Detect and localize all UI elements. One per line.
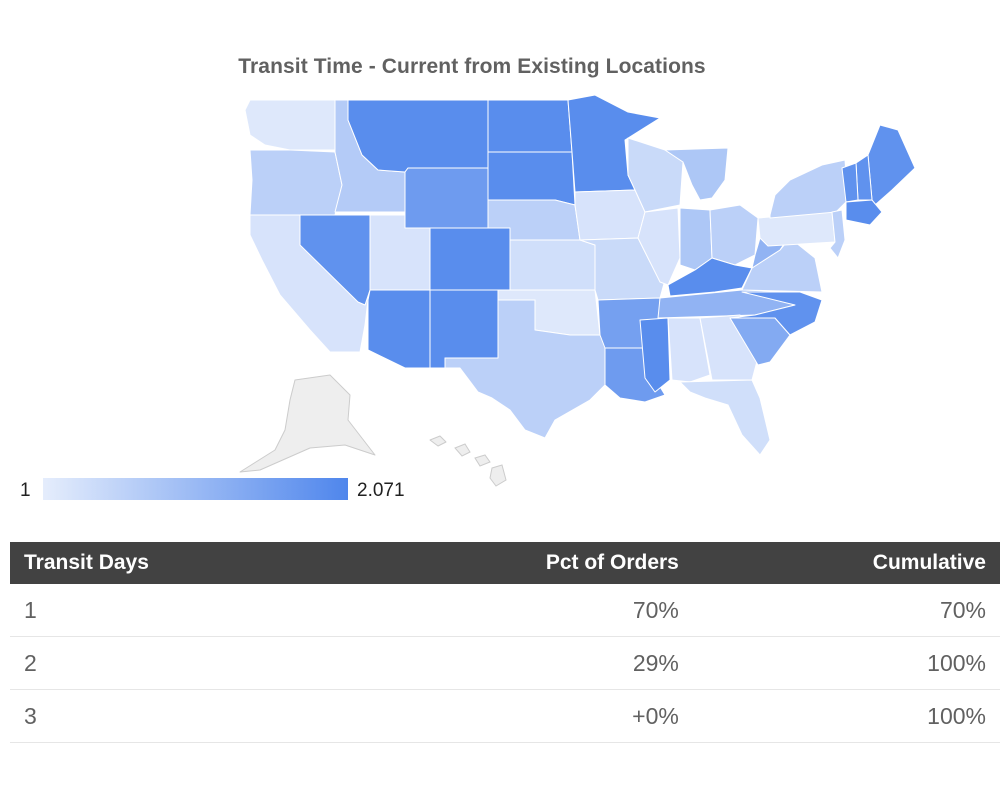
state-ny[interactable] bbox=[769, 159, 849, 219]
pct-of-orders-cell: 29% bbox=[342, 636, 693, 690]
cumulative-cell: 100% bbox=[692, 636, 1000, 690]
state-wa[interactable] bbox=[244, 99, 336, 151]
state-mn[interactable] bbox=[567, 94, 661, 193]
us-choropleth-map bbox=[239, 94, 916, 487]
state-sd[interactable] bbox=[487, 151, 576, 206]
state-hi[interactable] bbox=[429, 435, 447, 447]
column-header-cumulative[interactable]: Cumulative bbox=[692, 542, 1000, 584]
legend-min-label: 1 bbox=[20, 480, 31, 501]
states-layer bbox=[239, 94, 916, 487]
state-vt[interactable] bbox=[841, 162, 859, 203]
state-oh[interactable] bbox=[709, 204, 759, 266]
legend-gradient-bar bbox=[43, 478, 348, 500]
state-in[interactable] bbox=[679, 207, 713, 271]
state-ak[interactable] bbox=[239, 374, 376, 473]
pct-of-orders-cell: +0% bbox=[342, 689, 693, 743]
state-co[interactable] bbox=[429, 227, 511, 291]
state-il[interactable] bbox=[637, 207, 681, 286]
transit-days-cell: 2 bbox=[10, 636, 343, 690]
state-az[interactable] bbox=[367, 289, 431, 369]
state-nj[interactable] bbox=[829, 209, 846, 259]
state-fl[interactable] bbox=[679, 379, 771, 456]
state-nc[interactable] bbox=[729, 291, 823, 336]
state-hi-island-3[interactable] bbox=[474, 454, 491, 467]
table-row: 3 +0% 100% bbox=[10, 689, 1000, 743]
legend-max-label: 2.071 bbox=[357, 480, 405, 501]
state-ia[interactable] bbox=[574, 189, 646, 241]
state-hi-island-2[interactable] bbox=[454, 443, 471, 457]
table-row: 2 29% 100% bbox=[10, 636, 1000, 690]
table-row: 1 70% 70% bbox=[10, 584, 1000, 637]
state-mi[interactable] bbox=[664, 147, 729, 201]
state-mt[interactable] bbox=[347, 99, 489, 173]
column-header-transit-days[interactable]: Transit Days bbox=[10, 542, 343, 584]
cumulative-cell: 70% bbox=[692, 584, 1000, 637]
state-nm[interactable] bbox=[429, 289, 499, 369]
pct-of-orders-cell: 70% bbox=[342, 584, 693, 637]
state-ma[interactable] bbox=[845, 199, 883, 226]
state-me[interactable] bbox=[867, 124, 916, 206]
transit-days-table: Transit Days Pct of Orders Cumulative 1 … bbox=[10, 542, 1000, 743]
state-wy[interactable] bbox=[404, 167, 489, 229]
state-nd[interactable] bbox=[487, 99, 573, 153]
table-header-row: Transit Days Pct of Orders Cumulative bbox=[10, 542, 1000, 584]
transit-days-cell: 3 bbox=[10, 689, 343, 743]
map-title: Transit Time - Current from Existing Loc… bbox=[238, 55, 706, 78]
state-hi-island-4[interactable] bbox=[489, 464, 507, 487]
cumulative-cell: 100% bbox=[692, 689, 1000, 743]
color-legend: 1 2.071 bbox=[0, 470, 440, 510]
state-ks[interactable] bbox=[509, 239, 596, 291]
state-al[interactable] bbox=[667, 317, 711, 383]
column-header-pct-of-orders[interactable]: Pct of Orders bbox=[342, 542, 693, 584]
state-tx[interactable] bbox=[444, 299, 606, 439]
transit-days-cell: 1 bbox=[10, 584, 343, 637]
state-or[interactable] bbox=[249, 149, 343, 216]
